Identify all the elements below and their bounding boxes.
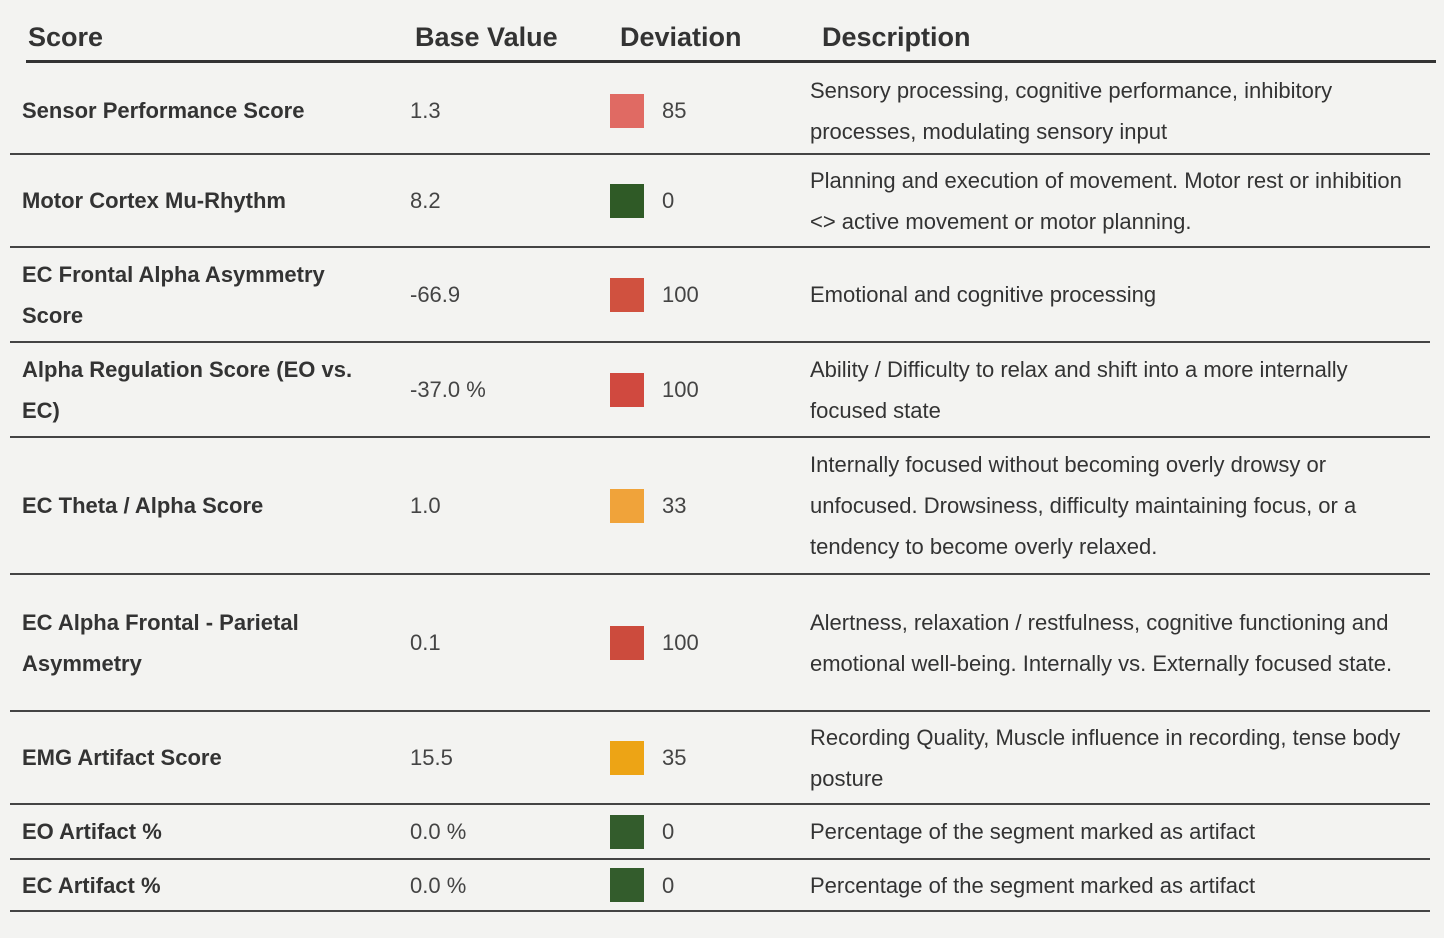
description: Percentage of the segment marked as arti… (810, 872, 1256, 898)
score-name: Alpha Regulation Score (EO vs. EC) (22, 356, 353, 423)
deviation-value: 85 (662, 98, 687, 123)
deviation-swatch (610, 814, 644, 849)
score-name: EMG Artifact Score (22, 745, 222, 770)
table-row: EMG Artifact Score 15.5 35 Recording Qualit… (10, 712, 1430, 805)
score-name: Motor Cortex Mu-Rhythm (22, 188, 286, 213)
score-name: EC Artifact % (22, 872, 161, 898)
description: Recording Quality, Muscle influence in r… (810, 724, 1401, 791)
base-value: -37.0 % (410, 377, 486, 402)
table-row: EC Artifact % 0.0 % 0 Percentage of the seg… (10, 860, 1430, 912)
table-row: Alpha Regulation Score (EO vs. EC) -37.0 … (10, 343, 1430, 438)
base-value: 0.0 % (410, 819, 467, 844)
table-row: Sensor Performance Score 1.3 85 Sensory pro… (10, 68, 1430, 155)
score-name: EC Alpha Frontal - Parietal Asymmetry (22, 609, 299, 676)
deviation-swatch (610, 277, 644, 312)
table-row: Motor Cortex Mu-Rhythm 8.2 0 Planning and e… (10, 155, 1430, 248)
score-name: Sensor Performance Score (22, 98, 305, 123)
deviation-cell: 0 (610, 860, 790, 910)
deviation-value: 100 (662, 630, 699, 655)
description: Sensory processing, cognitive performanc… (810, 77, 1333, 144)
score-name: EC Theta / Alpha Score (22, 493, 264, 518)
description: Ability / Difficulty to relax and shift … (810, 356, 1348, 423)
deviation-swatch (610, 93, 644, 128)
base-value: 0.0 % (410, 872, 467, 898)
column-header: Base Value (415, 22, 558, 52)
deviation-swatch (610, 372, 644, 407)
table-row: EC Frontal Alpha Asymmetry Score -66.9 100… (10, 248, 1430, 343)
deviation-cell: 0 (610, 155, 790, 246)
base-value: 1.3 (410, 98, 441, 123)
deviation-cell: 100 (610, 343, 790, 436)
deviation-value: 100 (662, 282, 699, 307)
deviation-swatch (610, 740, 644, 775)
deviation-cell: 0 (610, 805, 790, 858)
deviation-cell: 100 (610, 575, 790, 710)
table-row: EC Alpha Frontal - Parietal Asymmetry 0.1… (10, 575, 1430, 712)
deviation-swatch (610, 488, 644, 523)
deviation-cell: 33 (610, 438, 790, 573)
deviation-value: 0 (662, 188, 675, 213)
description: Emotional and cognitive processing (810, 282, 1157, 307)
base-value: 1.0 (410, 493, 441, 518)
deviation-swatch (610, 625, 644, 660)
deviation-value: 0 (662, 872, 675, 898)
deviation-value: 100 (662, 377, 699, 402)
deviation-value: 35 (662, 745, 687, 770)
deviation-swatch (610, 183, 644, 218)
description: Percentage of the segment marked as arti… (810, 819, 1256, 844)
column-header: Deviation (620, 22, 742, 52)
deviation-cell: 85 (610, 68, 790, 153)
table-row: EC Theta / Alpha Score 1.0 33 Internally fo… (10, 438, 1430, 575)
deviation-value: 0 (662, 819, 675, 844)
description: Internally focused without becoming over… (810, 452, 1357, 559)
column-header: Description (822, 22, 971, 52)
base-value: -66.9 (410, 282, 461, 307)
base-value: 0.1 (410, 630, 441, 655)
score-name: EO Artifact % (22, 819, 162, 844)
column-header: Score (28, 22, 104, 52)
base-value: 8.2 (410, 188, 441, 213)
deviation-cell: 100 (610, 248, 790, 341)
description: Alertness, relaxation / restfulness, cog… (810, 609, 1393, 676)
score-name: EC Frontal Alpha Asymmetry Score (22, 261, 325, 328)
deviation-swatch (610, 868, 644, 902)
table-row: EO Artifact % 0.0 % 0 Percentage of the seg… (10, 805, 1430, 860)
deviation-cell: 35 (610, 712, 790, 803)
description: Planning and execution of movement. Moto… (810, 167, 1402, 234)
deviation-value: 33 (662, 493, 687, 518)
header-rule (26, 60, 1436, 63)
base-value: 15.5 (410, 745, 453, 770)
